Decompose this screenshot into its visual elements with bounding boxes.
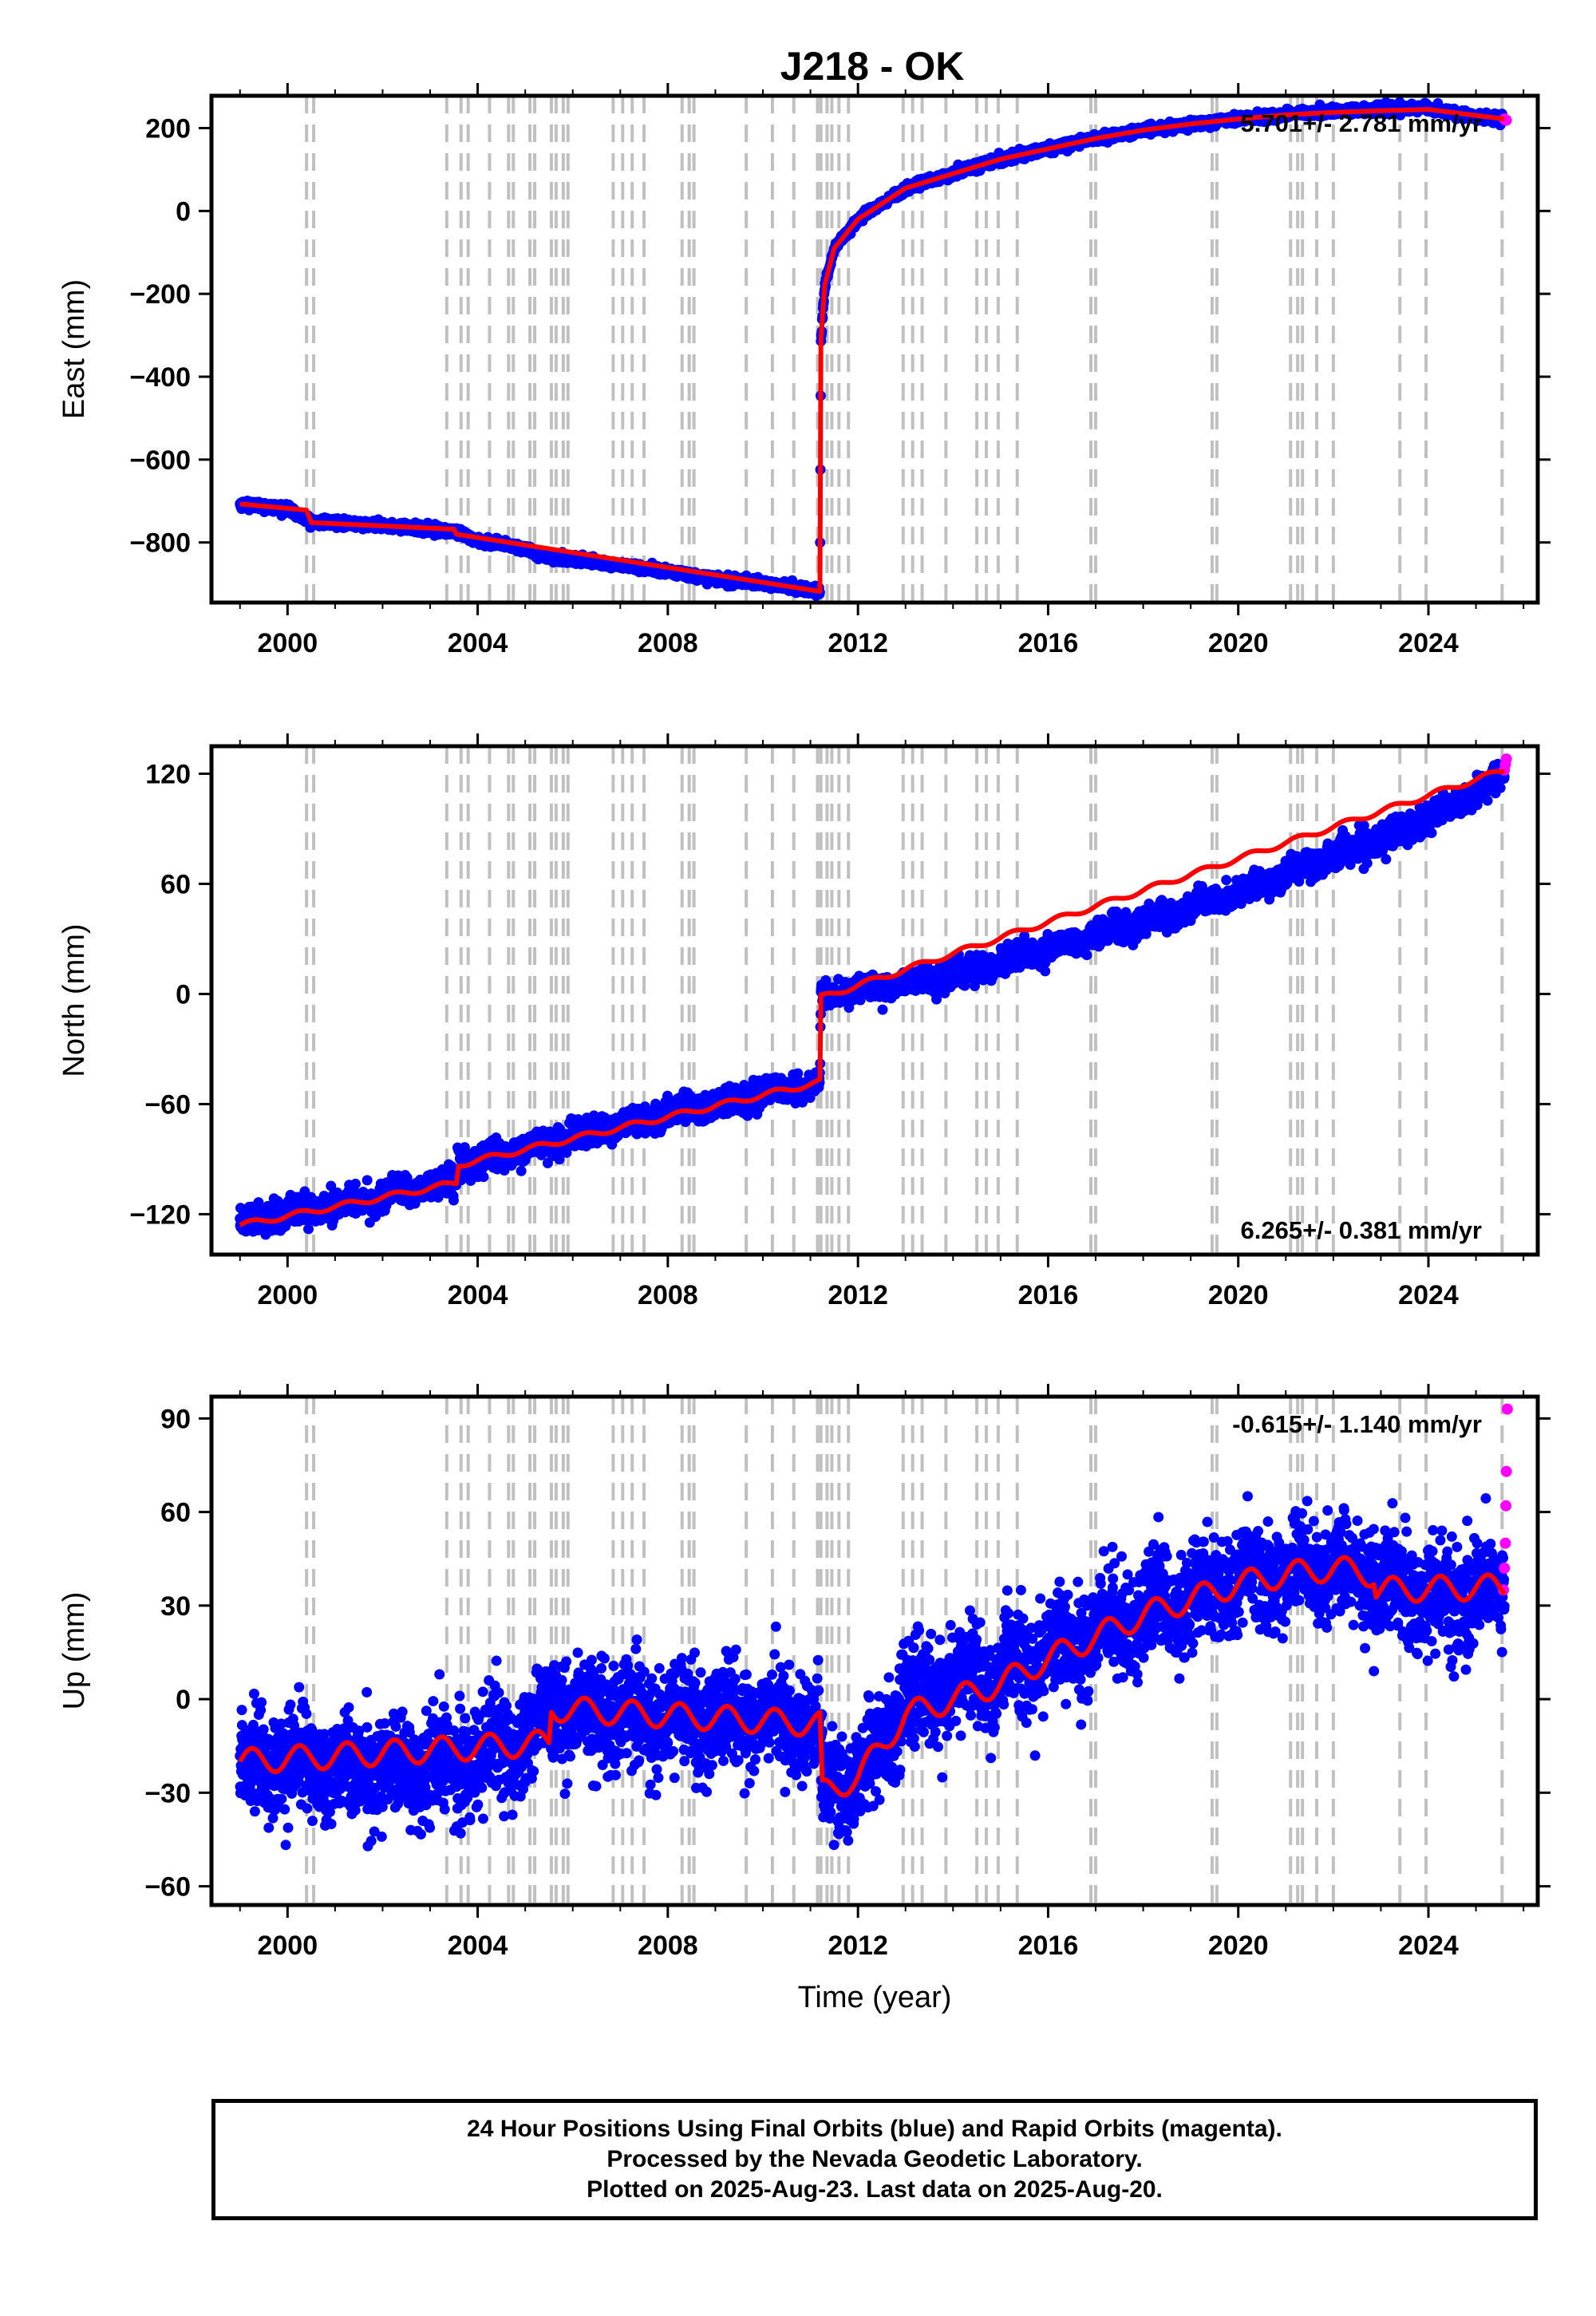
- y-tick-label: −600: [129, 445, 191, 476]
- north-panel: 2000 2004 2008 2012 2016 2020 2024120600−60−12…: [57, 733, 1551, 1310]
- east-event-lines: [305, 96, 1504, 603]
- y-tick-label: −400: [129, 362, 191, 393]
- east-plot-area: [235, 96, 1512, 603]
- east-panel: 2000 2004 2008 2012 2016 2020 20242000−200−400…: [57, 83, 1551, 658]
- east-x-axis: 2000 2004 2008 2012 2016 2020 2024: [239, 83, 1525, 658]
- x-tick-label: 2024: [1398, 628, 1459, 658]
- y-tick-label: 0: [176, 196, 191, 227]
- east-y-axis-label: East (mm): [57, 279, 91, 419]
- east-final-points: [235, 97, 1510, 602]
- x-tick-label: 2000: [257, 628, 318, 658]
- y-tick-label: 200: [145, 113, 191, 144]
- x-tick-label: 2004: [448, 628, 508, 658]
- final-orbit-point: [303, 1223, 314, 1235]
- y-tick-label: −200: [129, 279, 191, 310]
- y-tick-label: −800: [129, 528, 191, 559]
- x-tick-label: 2012: [828, 628, 888, 658]
- x-tick-label: 2016: [1018, 628, 1079, 658]
- x-tick-label: 2020: [1208, 628, 1269, 658]
- north-final-points: [235, 758, 1510, 1240]
- panels-group: 2000 2004 2008 2012 2016 2020 20242000−200−400…: [57, 83, 1551, 2014]
- east-rate-label: 5.701+/- 2.781 mm/yr: [1241, 109, 1482, 137]
- x-tick-label: 2008: [638, 628, 698, 658]
- chart-title: J218 - OK: [780, 44, 965, 89]
- north-plot-area: [235, 746, 1512, 1255]
- final-orbit-point: [253, 1197, 264, 1208]
